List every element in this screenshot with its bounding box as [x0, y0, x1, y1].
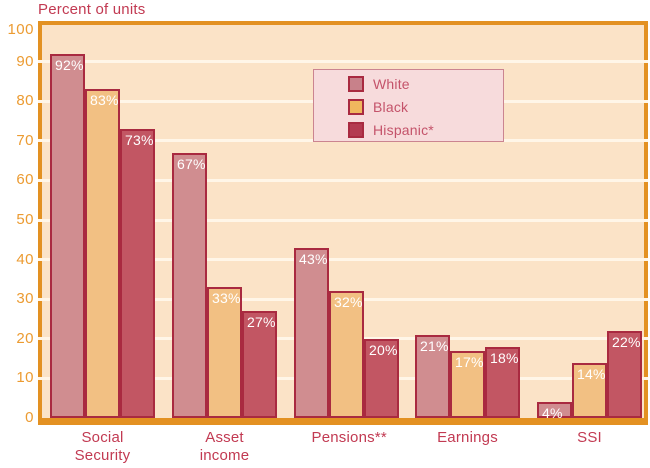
bar-value-label: 20%	[369, 342, 398, 358]
bar-value-label: 67%	[177, 156, 206, 172]
legend-swatch	[348, 99, 364, 115]
legend-label: Hispanic*	[373, 122, 434, 138]
y-tick-label: 20	[16, 329, 34, 347]
plot-inner: 92% 83% 73% 67% 33% 27% 43% 32% 20% 21% 17% 18% 4% 14…	[38, 25, 648, 421]
bar: 92%	[50, 54, 85, 418]
bar: 67%	[172, 153, 207, 418]
bar-value-label: 22%	[612, 334, 641, 350]
legend-label: Black	[373, 99, 409, 115]
gridline	[38, 218, 648, 222]
y-tick-label: 50	[16, 211, 34, 228]
bar-value-label: 4%	[542, 405, 563, 421]
bar-value-label: 83%	[90, 92, 119, 108]
bar: 18%	[485, 347, 520, 418]
bar: 43%	[294, 248, 329, 418]
y-tick-label: 100	[7, 21, 34, 38]
y-tick-label: 80	[16, 92, 34, 110]
bar-value-label: 21%	[420, 338, 449, 354]
category-label: Asset income	[199, 429, 250, 464]
bar: 27%	[242, 311, 277, 418]
category-label: Pensions**	[311, 429, 387, 446]
bar-value-label: 17%	[455, 354, 484, 370]
gridline	[38, 258, 648, 262]
bar: 83%	[85, 89, 120, 418]
bar-value-label: 18%	[490, 350, 519, 366]
legend-swatch	[348, 122, 364, 138]
bar-value-label: 27%	[247, 314, 276, 330]
y-tick-label: 60	[16, 171, 34, 189]
gridline	[38, 178, 648, 182]
legend-swatch	[348, 76, 364, 92]
bar-group: 67% 33% 27%	[172, 153, 277, 418]
bar: 21%	[415, 335, 450, 418]
bar: 4%	[537, 402, 572, 421]
bar-value-label: 33%	[212, 290, 241, 306]
bar: 22%	[607, 331, 642, 418]
category-label: Earnings	[437, 429, 498, 446]
legend-item: White	[348, 76, 503, 92]
bar-group: 4% 14% 22%	[537, 331, 642, 421]
y-tick-label: 90	[16, 52, 34, 70]
chart-title: Percent of units	[38, 1, 146, 18]
y-tick-label: 30	[16, 290, 34, 308]
category-label: SSI	[577, 429, 602, 446]
y-tick-label: 40	[16, 250, 34, 268]
bar-value-label: 92%	[55, 57, 84, 73]
y-tick-label: 70	[16, 131, 34, 149]
y-tick-label: 0	[25, 409, 34, 426]
category-label: Social Security	[74, 429, 131, 464]
bar: 17%	[450, 351, 485, 418]
legend-item: Hispanic*	[348, 122, 503, 138]
bar-value-label: 32%	[334, 294, 363, 310]
bar-group: 21% 17% 18%	[415, 335, 520, 418]
gridline	[38, 60, 648, 64]
bar-value-label: 43%	[299, 251, 328, 267]
bar: 14%	[572, 363, 607, 418]
bar: 32%	[329, 291, 364, 418]
legend: White Black Hispanic*	[313, 69, 504, 142]
bar: 20%	[364, 339, 399, 418]
bar-group: 43% 32% 20%	[294, 248, 399, 418]
bar-group: 92% 83% 73%	[50, 54, 155, 418]
legend-label: White	[373, 76, 410, 92]
bar-value-label: 73%	[125, 132, 154, 148]
bar: 73%	[120, 129, 155, 418]
y-tick-label: 10	[16, 369, 34, 387]
bar-value-label: 14%	[577, 366, 606, 382]
legend-item: Black	[348, 99, 503, 115]
bar: 33%	[207, 287, 242, 418]
